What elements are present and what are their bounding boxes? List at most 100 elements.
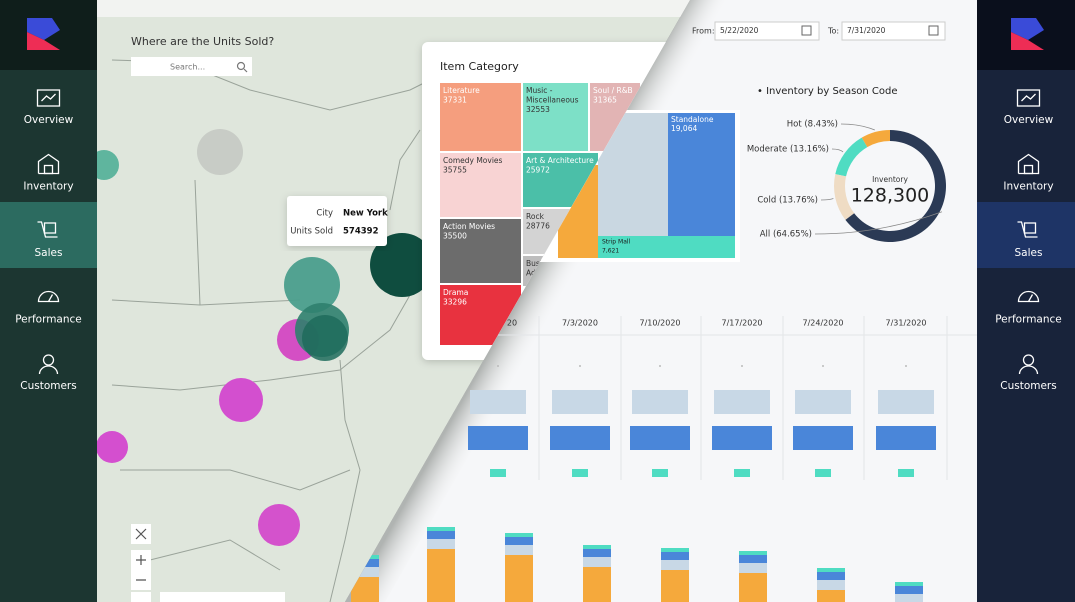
bar-teal <box>815 469 831 477</box>
bubble[interactable] <box>219 378 263 422</box>
nav-item[interactable]: Inventory <box>1003 153 1054 193</box>
fit-icon <box>135 528 147 540</box>
dot <box>905 365 907 367</box>
nav-label: Inventory <box>1003 181 1053 193</box>
tile-text: Rock <box>526 212 545 221</box>
tile-text: Adv <box>526 269 541 278</box>
stack-light <box>427 539 455 549</box>
map-toolbar-left[interactable] <box>131 592 151 602</box>
date-range: From: 5/22/2020 To: 7/31/2020 <box>692 21 946 41</box>
segment-label: Cold (13.76%) <box>757 196 818 206</box>
nav-icon <box>1022 354 1035 366</box>
from-label: From: <box>692 27 715 36</box>
map-toolbar[interactable] <box>160 592 285 602</box>
tooltip-value: New York <box>343 209 388 219</box>
donut-segment[interactable] <box>834 174 855 220</box>
tile-text: 31365 <box>593 96 617 105</box>
nav-item[interactable]: Overview <box>24 89 74 126</box>
search-box[interactable] <box>131 57 252 76</box>
tooltip-key: City <box>316 209 333 219</box>
tile-text: 32553 <box>526 105 550 114</box>
nav-label: Performance <box>15 314 82 326</box>
dot <box>822 365 824 367</box>
date-header: 7/24/2020 <box>802 319 843 328</box>
tile[interactable] <box>598 236 735 258</box>
tile[interactable] <box>523 83 588 151</box>
tile-text: 28776 <box>526 222 550 231</box>
bubble[interactable] <box>197 129 243 175</box>
tooltip-key: Units Sold <box>290 227 333 237</box>
nav-item[interactable]: Inventory <box>23 153 74 193</box>
search-placeholder: Search... <box>170 63 205 72</box>
nav-icon <box>43 222 57 234</box>
stack-orange <box>583 567 611 602</box>
tile[interactable] <box>668 113 735 236</box>
from-input[interactable] <box>714 21 820 41</box>
calendar-icon <box>801 25 812 36</box>
bubble[interactable] <box>370 233 434 297</box>
bubble[interactable] <box>302 315 348 361</box>
bar-teal <box>734 469 750 477</box>
nav-icon <box>1017 290 1040 303</box>
segment-label: Moderate (13.16%) <box>747 145 829 155</box>
date-header: 7/31/2020 <box>885 319 926 328</box>
logo <box>1011 18 1044 50</box>
bar-light <box>632 390 688 414</box>
from-date: 5/22/2020 <box>720 26 759 35</box>
stack-blue <box>817 572 845 580</box>
to-input[interactable] <box>841 21 946 41</box>
nav-item[interactable]: Sales <box>1015 221 1043 259</box>
nav-item[interactable]: Performance <box>995 290 1062 326</box>
season-chart: • Inventory by Season Code Hot (8.43%) Mo… <box>747 86 946 242</box>
nav-item[interactable]: Customers <box>20 354 77 392</box>
nav-icon <box>43 164 54 175</box>
tile-text: Soul / R&B <box>593 86 633 95</box>
card-title: Item Category <box>440 60 519 73</box>
bar-teal <box>652 469 668 477</box>
bubble[interactable] <box>89 150 119 180</box>
nav-icon <box>1016 89 1041 107</box>
tile[interactable] <box>440 83 521 151</box>
bubble[interactable] <box>284 257 340 313</box>
donut-segment[interactable] <box>835 137 868 177</box>
nav-item[interactable]: Overview <box>1004 89 1054 126</box>
donut-segment[interactable] <box>861 130 890 148</box>
nav-icon <box>37 153 60 175</box>
stack-light <box>661 560 689 570</box>
bar-blue <box>550 426 610 450</box>
segment-label: All (64.65%) <box>760 230 812 240</box>
chart-title: • Inventory by Season Code <box>757 86 898 97</box>
nav-label: Overview <box>1004 114 1054 126</box>
dot <box>579 365 581 367</box>
nav-item[interactable]: Performance <box>15 290 82 326</box>
stack-orange <box>427 549 455 602</box>
stack-orange <box>739 573 767 602</box>
stack-light <box>739 563 767 573</box>
nav-icon <box>41 93 56 102</box>
tile-text: Drama <box>443 288 468 297</box>
tile-label: Standalone <box>671 115 714 124</box>
bubble[interactable] <box>258 504 300 546</box>
bubble[interactable] <box>96 431 128 463</box>
tile-label: Strip Mall <box>602 239 631 246</box>
map-top-strip <box>97 0 690 17</box>
nav-item[interactable]: Sales <box>35 221 63 259</box>
nav-icon <box>42 354 55 366</box>
date-header: 7/3/2020 <box>562 319 598 328</box>
nav-icon <box>1021 93 1036 102</box>
donut: Hot (8.43%) Moderate (13.16%) Cold (13.76%… <box>747 120 946 242</box>
nav-icon <box>1018 365 1039 375</box>
active-item-bg <box>0 202 97 268</box>
tooltip: City New York Units Sold 574392 <box>287 196 388 246</box>
nav-label: Customers <box>1000 380 1056 392</box>
tile[interactable] <box>440 219 521 283</box>
stack-orange <box>505 555 533 602</box>
tile-text: Art & Architecture <box>526 156 594 165</box>
tile[interactable] <box>440 153 521 217</box>
tile-text: Miscellaneous <box>526 96 579 105</box>
stack-teal <box>739 551 767 555</box>
nav-item[interactable]: Customers <box>1000 354 1057 392</box>
nav-label: Sales <box>1015 247 1043 259</box>
